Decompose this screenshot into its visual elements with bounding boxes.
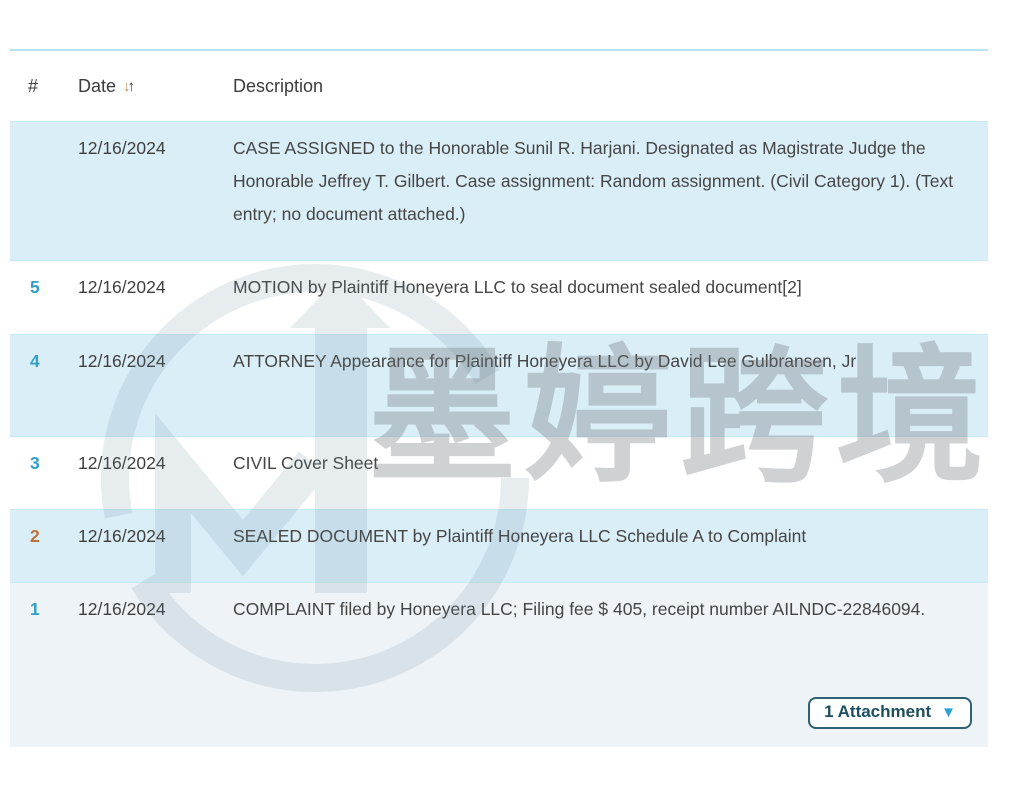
entry-number[interactable]: 1 [30,599,40,619]
table-header: # Date ↓↑ Description [10,51,988,121]
entry-number[interactable]: 3 [30,453,40,473]
header-date[interactable]: Date ↓↑ [68,76,223,97]
header-description: Description [233,75,324,96]
entry-date: 12/16/2024 [78,453,166,473]
docket-row: 12/16/2024 CASE ASSIGNED to the Honorabl… [10,121,988,260]
header-number: # [28,75,39,96]
docket-row: 4 12/16/2024 ATTORNEY Appearance for Pla… [10,334,988,436]
sort-up-arrow-icon: ↑ [127,77,135,95]
docket-row: 3 12/16/2024 CIVIL Cover Sheet [10,436,988,509]
entry-date: 12/16/2024 [78,138,166,158]
attachment-label: 1 Attachment [824,702,932,721]
entry-number[interactable]: 5 [30,277,40,297]
docket-row: 5 12/16/2024 MOTION by Plaintiff Honeyer… [10,260,988,334]
entry-date: 12/16/2024 [78,599,166,619]
docket-table-body: 12/16/2024 CASE ASSIGNED to the Honorabl… [10,121,988,747]
entry-description: SEALED DOCUMENT by Plaintiff Honeyera LL… [233,526,807,546]
header-date-label: Date [78,75,117,96]
sort-down-up-icon[interactable]: ↓↑ [123,77,135,95]
entry-number[interactable]: 2 [30,526,40,546]
docket-row: 2 12/16/2024 SEALED DOCUMENT by Plaintif… [10,509,988,582]
entry-description: ATTORNEY Appearance for Plaintiff Honeye… [233,351,857,371]
entry-number[interactable]: 4 [30,351,40,371]
entry-description: COMPLAINT filed by Honeyera LLC; Filing … [233,599,926,619]
attachment-button[interactable]: 1 Attachment ▼ [808,697,972,729]
docket-row: 1 12/16/2024 COMPLAINT filed by Honeyera… [10,582,988,747]
entry-date: 12/16/2024 [78,351,166,371]
triangle-down-icon: ▼ [941,703,956,721]
docket-table: # Date ↓↑ Description 12/16/2024 CASE AS… [10,49,988,747]
entry-description: MOTION by Plaintiff Honeyera LLC to seal… [233,277,802,297]
entry-date: 12/16/2024 [78,526,166,546]
entry-date: 12/16/2024 [78,277,166,297]
entry-description: CASE ASSIGNED to the Honorable Sunil R. … [233,138,954,224]
sort-down-arrow-icon: ↓ [123,77,130,95]
entry-number[interactable] [10,122,68,260]
entry-description: CIVIL Cover Sheet [233,453,379,473]
